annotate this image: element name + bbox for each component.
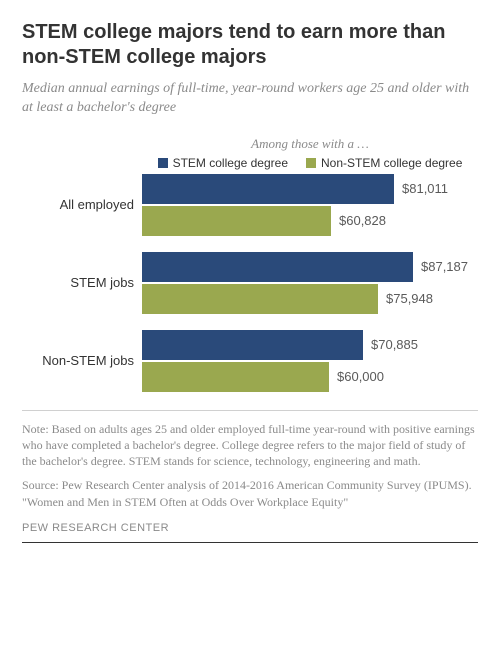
brand-label: PEW RESEARCH CENTER [22,522,478,534]
bar-group: All employed $81,011 $60,828 [22,174,478,236]
bar-chart: All employed $81,011 $60,828 STEM jobs $… [22,174,478,392]
bar-stem [142,174,394,204]
category-label: All employed [22,197,142,212]
bars: $81,011 $60,828 [142,174,478,236]
bar-group: STEM jobs $87,187 $75,948 [22,252,478,314]
swatch-icon [158,158,168,168]
note-text: Note: Based on adults ages 25 and older … [22,421,478,470]
bar-value: $87,187 [421,259,468,274]
bar-row: $60,828 [142,206,478,236]
bar-nonstem [142,284,378,314]
divider-bottom [22,542,478,543]
category-label: Non-STEM jobs [22,353,142,368]
bar-nonstem [142,362,329,392]
bar-row: $60,000 [142,362,478,392]
bar-value: $60,000 [337,369,384,384]
bar-row: $81,011 [142,174,478,204]
category-label: STEM jobs [22,275,142,290]
chart-title: STEM college majors tend to earn more th… [22,20,478,70]
bar-stem [142,330,363,360]
legend-item-nonstem: Non-STEM college degree [306,156,462,170]
legend-caption: Among those with a … [142,136,478,152]
bar-stem [142,252,413,282]
chart-subtitle: Median annual earnings of full-time, yea… [22,80,478,118]
bar-value: $75,948 [386,291,433,306]
bar-row: $75,948 [142,284,478,314]
bars: $87,187 $75,948 [142,252,478,314]
bars: $70,885 $60,000 [142,330,478,392]
bar-value: $70,885 [371,337,418,352]
divider [22,410,478,411]
legend-label: Non-STEM college degree [321,156,462,170]
bar-row: $70,885 [142,330,478,360]
legend: Among those with a … STEM college degree… [142,136,478,170]
chart-card: STEM college majors tend to earn more th… [0,0,500,646]
bar-row: $87,187 [142,252,478,282]
bar-nonstem [142,206,331,236]
source-text: Source: Pew Research Center analysis of … [22,477,478,509]
swatch-icon [306,158,316,168]
legend-label: STEM college degree [173,156,288,170]
bar-group: Non-STEM jobs $70,885 $60,000 [22,330,478,392]
bar-value: $81,011 [402,181,448,196]
bar-value: $60,828 [339,213,386,228]
legend-item-stem: STEM college degree [158,156,288,170]
legend-row: STEM college degree Non-STEM college deg… [142,156,478,170]
